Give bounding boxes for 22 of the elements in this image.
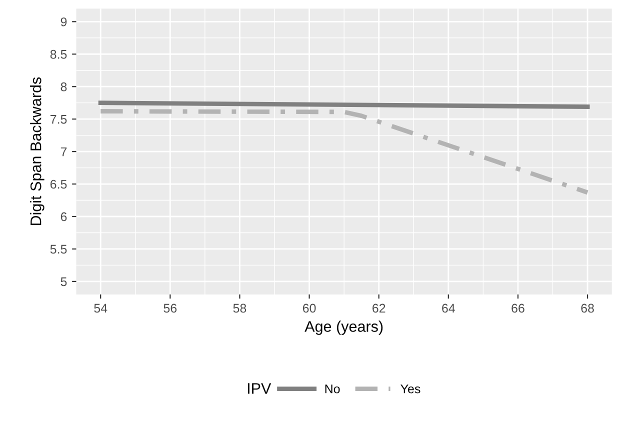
legend-label: Yes [400,384,420,394]
y-tick-label: 5 [60,277,67,286]
x-tick-label: 60 [302,304,316,313]
x-axis-title: Age (years) [304,320,383,335]
y-tick-label: 6.5 [50,180,67,189]
legend-title: IPV [248,383,272,394]
x-tick-label: 64 [442,304,455,313]
y-tick-label: 7 [60,147,67,156]
x-tick-label: 54 [94,304,108,313]
y-tick-label: 7.5 [50,115,67,124]
y-tick-label: 5.5 [50,244,67,254]
x-tick-label: 58 [233,304,246,313]
x-tick-label: 56 [164,304,177,313]
y-tick-label: 8.5 [50,50,67,59]
y-tick-label: 9 [60,17,67,26]
x-tick-label: 62 [372,304,386,313]
legend-label: No [325,384,340,394]
y-tick-label: 8 [60,82,67,92]
x-tick-label: 66 [512,304,524,313]
x-tick-label: 68 [581,304,594,313]
y-tick-label: 6 [60,212,67,222]
y-axis-title: Digit Span Backwards [30,77,44,226]
